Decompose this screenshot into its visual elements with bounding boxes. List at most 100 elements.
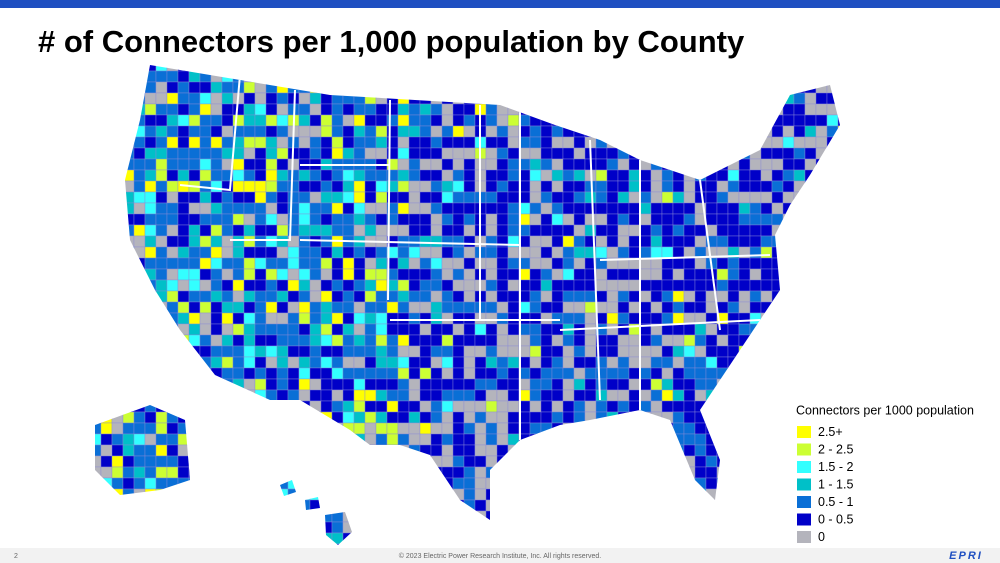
county-cell: [749, 334, 762, 347]
county-cell: [595, 378, 608, 391]
county-cell: [826, 147, 839, 160]
county-cell: [595, 532, 608, 545]
county-cell: [849, 390, 860, 401]
county-cell: [254, 114, 267, 127]
county-cell: [133, 301, 146, 314]
county-cell: [452, 213, 465, 226]
county-cell: [144, 92, 157, 105]
county-cell: [551, 268, 564, 281]
county-cell: [793, 158, 806, 171]
county-cell: [573, 356, 586, 369]
county-cell: [188, 510, 201, 523]
county-cell: [342, 125, 355, 138]
county-cell: [243, 378, 256, 391]
county-cell: [386, 477, 399, 490]
county-cell: [353, 433, 366, 446]
county-cell: [133, 323, 146, 336]
county-cell: [265, 455, 278, 468]
county-cell: [243, 422, 256, 435]
county-cell: [540, 169, 553, 182]
county-cell: [408, 224, 421, 237]
county-cell: [782, 213, 795, 226]
county-cell: [199, 444, 212, 457]
county-cell: [375, 268, 388, 281]
county-cell: [408, 290, 421, 303]
county-cell: [188, 455, 201, 468]
county-cell: [562, 345, 575, 358]
county-cell: [265, 191, 278, 204]
county-cell: [331, 290, 344, 303]
county-cell: [617, 356, 630, 369]
county-cell: [738, 521, 751, 534]
county-cell: [397, 510, 410, 523]
county-cell: [562, 136, 575, 149]
county-cell: [254, 477, 267, 490]
county-cell: [309, 114, 322, 127]
county-cell: [485, 488, 498, 501]
legend-label: 2.5+: [818, 425, 843, 439]
county-cell: [760, 378, 773, 391]
county-cell: [463, 411, 476, 424]
county-cell: [771, 400, 784, 413]
county-cell: [408, 532, 421, 545]
county-cell: [507, 158, 520, 171]
county-cell: [408, 400, 421, 413]
county-cell: [397, 279, 410, 292]
county-cell: [155, 103, 168, 116]
county-cell: [95, 92, 102, 105]
county-cell: [166, 81, 179, 94]
county-cell: [133, 400, 146, 413]
county-cell: [243, 334, 256, 347]
county-cell: [837, 257, 840, 270]
county-cell: [342, 246, 355, 259]
county-cell: [815, 367, 828, 380]
county-cell: [309, 169, 322, 182]
county-cell: [716, 510, 729, 523]
county-cell: [298, 224, 311, 237]
county-cell: [210, 334, 223, 347]
county-cell: [452, 356, 465, 369]
county-cell: [375, 521, 388, 534]
county-cell: [573, 488, 586, 501]
county-cell: [496, 400, 509, 413]
county-cell: [716, 433, 729, 446]
county-cell: [606, 213, 619, 226]
county-cell: [232, 268, 245, 281]
county-cell: [771, 532, 784, 545]
county-cell: [133, 180, 146, 193]
county-cell: [111, 158, 124, 171]
county-cell: [771, 422, 784, 435]
county-cell: [551, 257, 564, 270]
county-cell: [573, 103, 586, 116]
county-cell: [606, 147, 619, 160]
county-cell: [342, 279, 355, 292]
county-cell: [188, 92, 201, 105]
county-cell: [683, 224, 696, 237]
county-cell: [617, 279, 630, 292]
county-cell: [738, 213, 751, 226]
county-cell: [782, 411, 795, 424]
county-cell: [364, 246, 377, 259]
county-cell: [243, 191, 256, 204]
county-cell: [375, 455, 388, 468]
county-cell: [254, 191, 267, 204]
county-cell: [177, 202, 190, 215]
county-cell: [276, 433, 289, 446]
county-cell: [265, 378, 278, 391]
county-cell: [683, 532, 696, 545]
county-cell: [551, 246, 564, 259]
county-cell: [232, 180, 245, 193]
county-cell: [155, 70, 168, 83]
county-cell: [760, 455, 773, 468]
county-cell: [529, 279, 542, 292]
county-cell: [727, 510, 740, 523]
county-cell: [815, 81, 828, 94]
county-cell: [95, 422, 102, 435]
county-cell: [298, 147, 311, 160]
county-cell: [155, 422, 168, 435]
county-cell: [232, 169, 245, 182]
county-cell: [100, 345, 113, 358]
county-cell: [331, 543, 344, 545]
county-cell: [595, 213, 608, 226]
county-cell: [727, 202, 740, 215]
